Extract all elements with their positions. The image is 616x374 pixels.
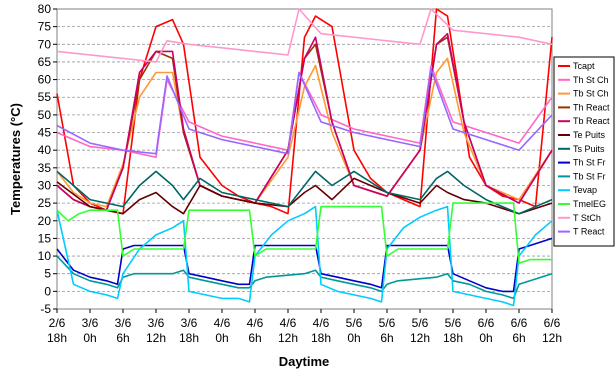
- x-tick-label-date: 5/6: [346, 316, 363, 330]
- legend-label: Th St Fr: [573, 158, 606, 168]
- x-tick-label-date: 5/6: [412, 316, 429, 330]
- x-tick-label-hour: 18h: [311, 331, 331, 345]
- y-tick-label: 40: [38, 143, 52, 157]
- legend-label: Tb St Fr: [573, 171, 606, 181]
- x-tick-label-date: 4/6: [280, 316, 297, 330]
- legend-label: Ts Puits: [573, 144, 605, 154]
- legend-label: Tb St Ch: [573, 89, 609, 99]
- y-tick-label: 75: [38, 20, 52, 34]
- x-tick-label-hour: 0h: [83, 331, 96, 345]
- legend-label: Tcapt: [573, 61, 595, 71]
- y-tick-label: 45: [38, 126, 52, 140]
- legend-label: Tevap: [573, 185, 597, 195]
- x-tick-label-hour: 18h: [179, 331, 199, 345]
- legend: Tcapt Th St Ch Tb St Ch Th React Tb React Te …: [554, 57, 614, 246]
- x-tick-label-date: 6/6: [478, 316, 495, 330]
- x-tick-label-date: 3/6: [115, 316, 132, 330]
- x-tick-label-date: 3/6: [181, 316, 198, 330]
- x-tick-label-date: 5/6: [379, 316, 396, 330]
- x-tick-label-date: 4/6: [247, 316, 264, 330]
- x-axis-ticks: 2/618h3/60h3/66h3/612h3/618h4/60h4/66h4/…: [47, 309, 562, 345]
- x-axis-title: Daytime: [279, 354, 330, 369]
- y-axis-title: Temperatures (°C): [8, 103, 23, 215]
- x-tick-label-hour: 12h: [542, 331, 562, 345]
- y-axis-ticks: -5 0 5 10 15 20 25 30 35 40 45 50 55 60 65 70 75 80: [38, 2, 57, 316]
- x-tick-label-hour: 6h: [248, 331, 261, 345]
- x-tick-label-date: 5/6: [445, 316, 462, 330]
- x-tick-label-date: 4/6: [313, 316, 330, 330]
- legend-label: T React: [573, 227, 605, 237]
- y-tick-label: 50: [38, 108, 52, 122]
- y-tick-label: 30: [38, 178, 52, 192]
- x-tick-label-date: 3/6: [82, 316, 99, 330]
- x-tick-label-hour: 18h: [47, 331, 67, 345]
- legend-label: TmelEG: [573, 199, 606, 209]
- y-tick-label: 5: [44, 267, 51, 281]
- x-tick-label-hour: 6h: [116, 331, 129, 345]
- x-tick-label-hour: 12h: [146, 331, 166, 345]
- y-tick-label: 25: [38, 196, 52, 210]
- x-tick-label-date: 4/6: [214, 316, 231, 330]
- y-tick-label: 80: [38, 2, 52, 16]
- legend-label: Th React: [573, 102, 610, 112]
- legend-label: T StCh: [573, 213, 601, 223]
- x-tick-label-hour: 6h: [380, 331, 393, 345]
- x-tick-label-date: 6/6: [511, 316, 528, 330]
- x-tick-label-hour: 0h: [479, 331, 492, 345]
- y-tick-label: -5: [40, 302, 51, 316]
- x-tick-label-hour: 12h: [278, 331, 298, 345]
- y-tick-label: 65: [38, 55, 52, 69]
- x-tick-label-date: 6/6: [544, 316, 561, 330]
- x-tick-label-date: 3/6: [148, 316, 165, 330]
- x-tick-label-date: 2/6: [49, 316, 66, 330]
- y-tick-label: 0: [44, 284, 51, 298]
- y-tick-label: 60: [38, 73, 52, 87]
- legend-label: Te Puits: [573, 130, 606, 140]
- plot-area: [57, 9, 552, 309]
- y-tick-label: 10: [38, 249, 52, 263]
- x-tick-label-hour: 12h: [410, 331, 430, 345]
- y-tick-label: 20: [38, 214, 52, 228]
- x-tick-label-hour: 0h: [347, 331, 360, 345]
- x-tick-label-hour: 0h: [215, 331, 228, 345]
- x-tick-label-hour: 6h: [512, 331, 525, 345]
- x-tick-label-hour: 18h: [443, 331, 463, 345]
- y-tick-label: 15: [38, 231, 52, 245]
- y-tick-label: 35: [38, 161, 52, 175]
- y-tick-label: 55: [38, 90, 52, 104]
- legend-label: Tb React: [573, 116, 610, 126]
- y-tick-label: 70: [38, 37, 52, 51]
- legend-label: Th St Ch: [573, 75, 609, 85]
